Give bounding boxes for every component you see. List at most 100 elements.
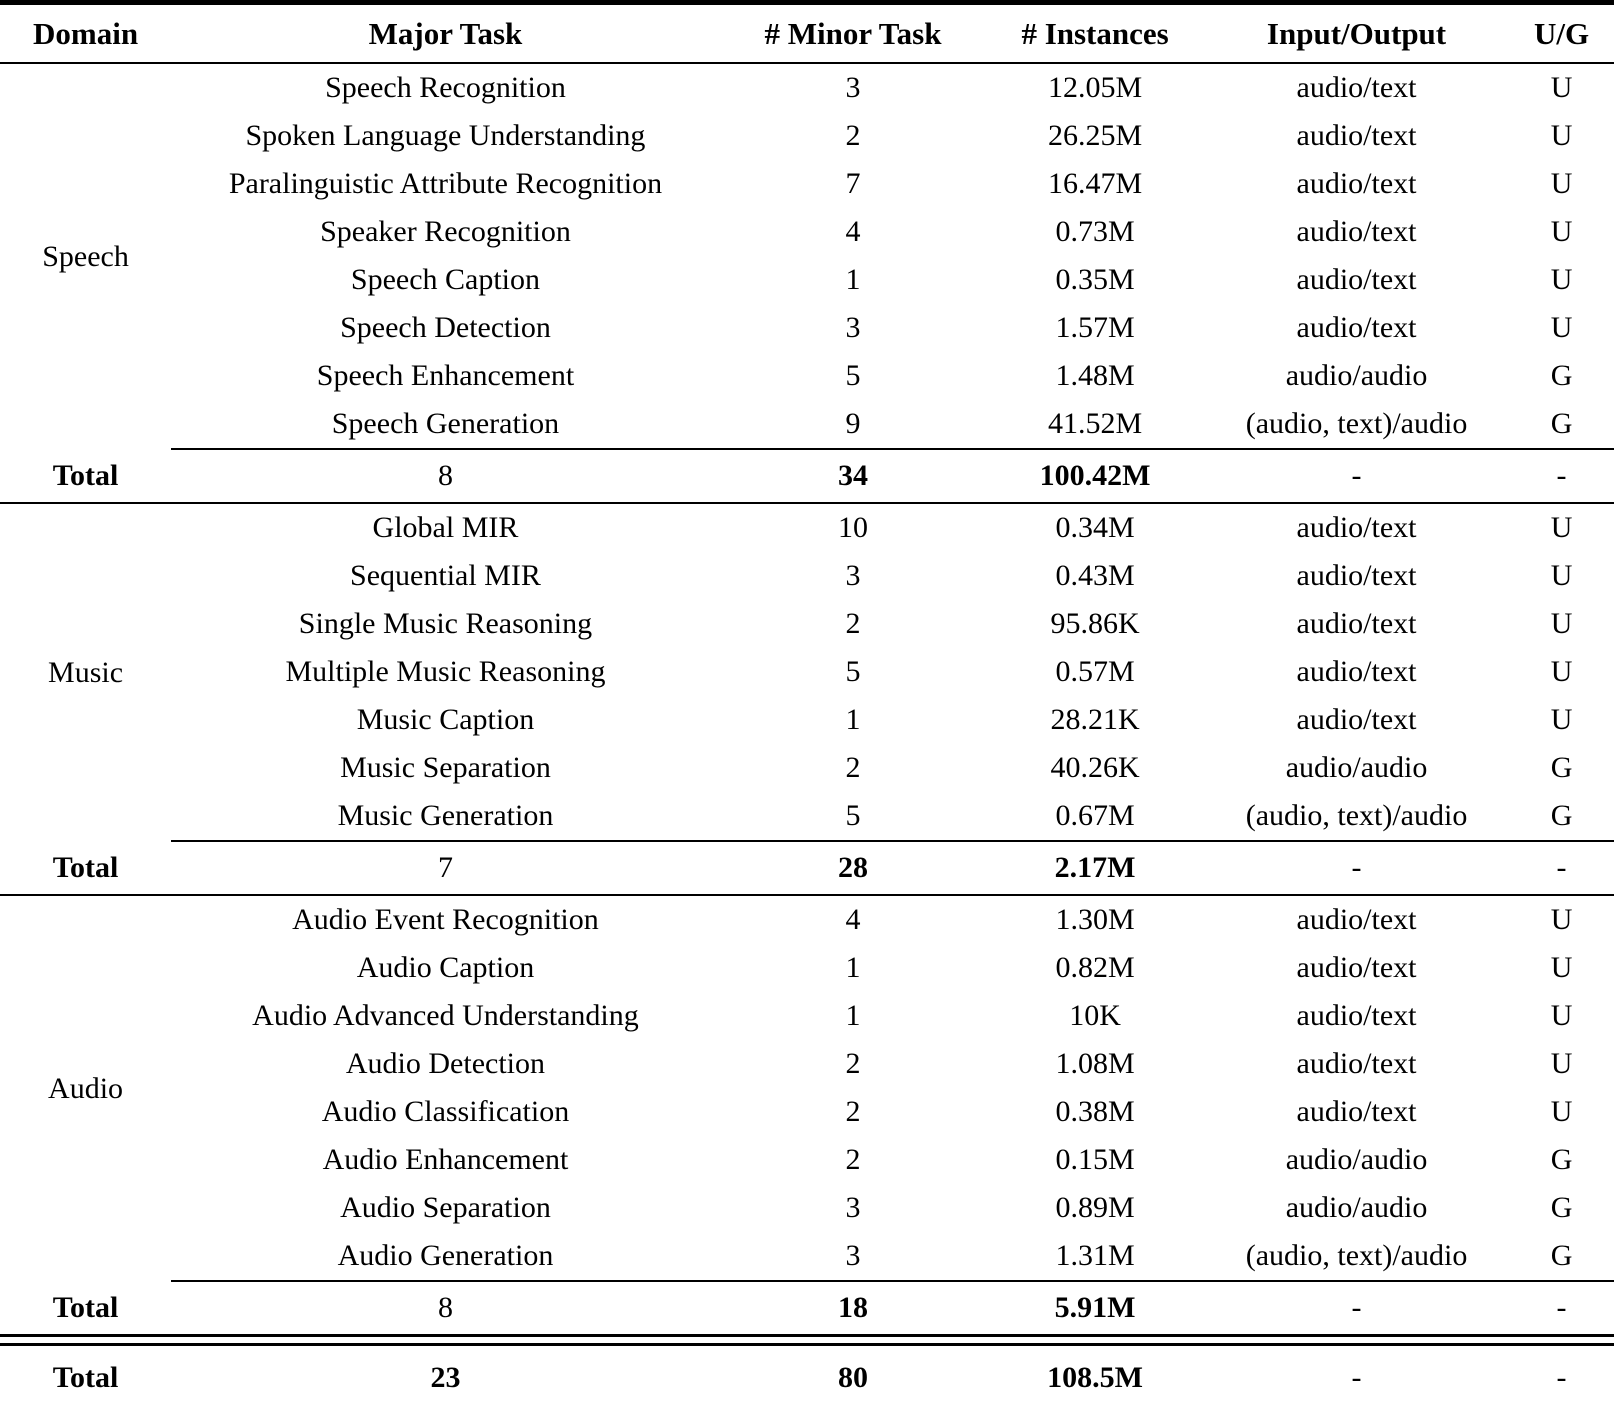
instances-cell: 0.34M [1055, 511, 1135, 544]
section-total-row: Total 8 18 5.91M - - [0, 1280, 1614, 1336]
instances-cell: 12.05M [1047, 71, 1143, 104]
major-task-cell: Spoken Language Understanding [245, 119, 646, 152]
task-row: Music Caption 1 28.21K audio/text U [0, 696, 1614, 744]
ug-cell: G [1550, 359, 1573, 392]
total-ug-cell: - [1509, 840, 1614, 896]
input-output-cell: audio/audio [1285, 1143, 1428, 1176]
grand-total-major-task-count-cell: 23 [430, 1361, 461, 1394]
ug-cell: U [1550, 703, 1573, 736]
major-task-cell: Audio Separation [340, 1191, 551, 1224]
ug-cell: U [1550, 263, 1573, 296]
major-task-cell: Speech Enhancement [316, 359, 575, 392]
total-input-output-cell: - [1204, 1280, 1510, 1336]
ug-cell: U [1550, 999, 1573, 1032]
input-output-cell: audio/audio [1285, 1191, 1428, 1224]
instances-cell: 0.43M [1055, 559, 1135, 592]
instances-cell: 0.57M [1055, 655, 1135, 688]
input-output-cell: audio/text [1296, 167, 1417, 200]
task-row: Audio Detection 2 1.08M audio/text U [0, 1040, 1614, 1088]
input-output-cell: audio/text [1296, 511, 1417, 544]
input-output-cell: audio/text [1296, 655, 1417, 688]
minor-task-count-cell: 2 [845, 607, 861, 640]
minor-task-count-cell: 2 [845, 1143, 861, 1176]
ug-cell: G [1550, 1239, 1573, 1272]
total-label-cell: Total [0, 841, 172, 896]
instances-cell: 10K [1069, 999, 1121, 1032]
input-output-cell: audio/audio [1285, 359, 1428, 392]
minor-task-count-cell: 3 [845, 311, 861, 344]
major-task-cell: Global MIR [372, 511, 519, 544]
ug-cell: U [1550, 607, 1573, 640]
total-instances-cell: 2.17M [986, 840, 1205, 896]
col-header-ug: U/G [1509, 2, 1614, 64]
task-row: Music Separation 2 40.26K audio/audio G [0, 744, 1614, 792]
input-output-cell: audio/text [1296, 559, 1417, 592]
instances-cell: 1.31M [1055, 1239, 1135, 1272]
instances-cell: 0.89M [1055, 1191, 1135, 1224]
instances-cell: 28.21K [1050, 703, 1140, 736]
major-task-cell: Multiple Music Reasoning [285, 655, 606, 688]
minor-task-count-cell: 3 [845, 559, 861, 592]
ug-cell: G [1550, 1191, 1573, 1224]
instances-cell: 0.82M [1055, 951, 1135, 984]
instances-cell: 40.26K [1050, 751, 1140, 784]
grand-total-minor-task-cell: 80 [837, 1361, 868, 1394]
total-label-cell: Total [52, 1290, 119, 1324]
task-row: Speech Enhancement 5 1.48M audio/audio G [0, 352, 1614, 400]
total-instances-cell: 5.91M [986, 1280, 1205, 1336]
input-output-cell: audio/text [1296, 703, 1417, 736]
instances-cell: 0.67M [1055, 799, 1135, 832]
input-output-cell: audio/text [1296, 607, 1417, 640]
major-task-cell: Music Generation [337, 799, 554, 832]
task-row: Speaker Recognition 4 0.73M audio/text U [0, 208, 1614, 256]
instances-cell: 1.08M [1055, 1047, 1135, 1080]
minor-task-count-cell: 1 [845, 703, 861, 736]
minor-task-count-cell: 3 [845, 1239, 861, 1272]
total-input-output-cell: - [1204, 448, 1510, 504]
instances-cell: 16.47M [1047, 167, 1143, 200]
ug-cell: U [1550, 511, 1573, 544]
grand-total-row: Total 23 80 108.5M - - [0, 1345, 1614, 1401]
total-minor-task-cell: 28 [719, 840, 987, 896]
minor-task-count-cell: 2 [845, 1047, 861, 1080]
instances-cell: 1.30M [1055, 903, 1135, 936]
task-row: Music Generation 5 0.67M (audio, text)/audi… [0, 792, 1614, 841]
grand-total-ug-cell: - [1556, 1361, 1567, 1394]
task-row: Audio Advanced Understanding 1 10K audio/te… [0, 992, 1614, 1040]
input-output-cell: audio/text [1296, 311, 1417, 344]
total-ug-cell: - [1509, 448, 1614, 504]
total-ug-cell: - [1509, 1280, 1614, 1336]
minor-task-count-cell: 3 [845, 71, 861, 104]
double-rule-separator [0, 1334, 1614, 1346]
minor-task-count-cell: 1 [845, 951, 861, 984]
col-header-instances: # Instances [986, 2, 1205, 64]
total-instances-cell: 100.42M [986, 448, 1205, 504]
input-output-cell: audio/text [1296, 951, 1417, 984]
minor-task-count-cell: 5 [845, 359, 861, 392]
ug-cell: G [1550, 799, 1573, 832]
header-row: Domain Major Task # Minor Task # Instanc… [0, 2, 1614, 64]
input-output-cell: audio/text [1296, 1095, 1417, 1128]
total-major-task-count-cell: 8 [171, 448, 720, 504]
task-row: Audio Caption 1 0.82M audio/text U [0, 944, 1614, 992]
ug-cell: U [1550, 1047, 1573, 1080]
ug-cell: U [1550, 559, 1573, 592]
minor-task-count-cell: 7 [845, 167, 861, 200]
task-row: Audio Enhancement 2 0.15M audio/audio G [0, 1136, 1614, 1184]
input-output-cell: audio/text [1296, 263, 1417, 296]
ug-cell: U [1550, 311, 1573, 344]
instances-cell: 1.48M [1055, 359, 1135, 392]
minor-task-count-cell: 2 [845, 751, 861, 784]
minor-task-count-cell: 4 [845, 215, 861, 248]
minor-task-count-cell: 2 [845, 119, 861, 152]
total-major-task-count-cell: 8 [171, 1280, 720, 1336]
domain-cell: Music [48, 655, 124, 689]
total-input-output-cell: - [1204, 840, 1510, 896]
domain-cell: Audio [48, 1071, 124, 1105]
major-task-cell: Music Caption [356, 703, 535, 736]
col-header-major-task: Major Task [171, 2, 720, 64]
major-task-cell: Speaker Recognition [320, 215, 571, 248]
task-row: Audio Classification 2 0.38M audio/text U [0, 1088, 1614, 1136]
task-row: Paralinguistic Attribute Recognition 7 16.… [0, 160, 1614, 208]
